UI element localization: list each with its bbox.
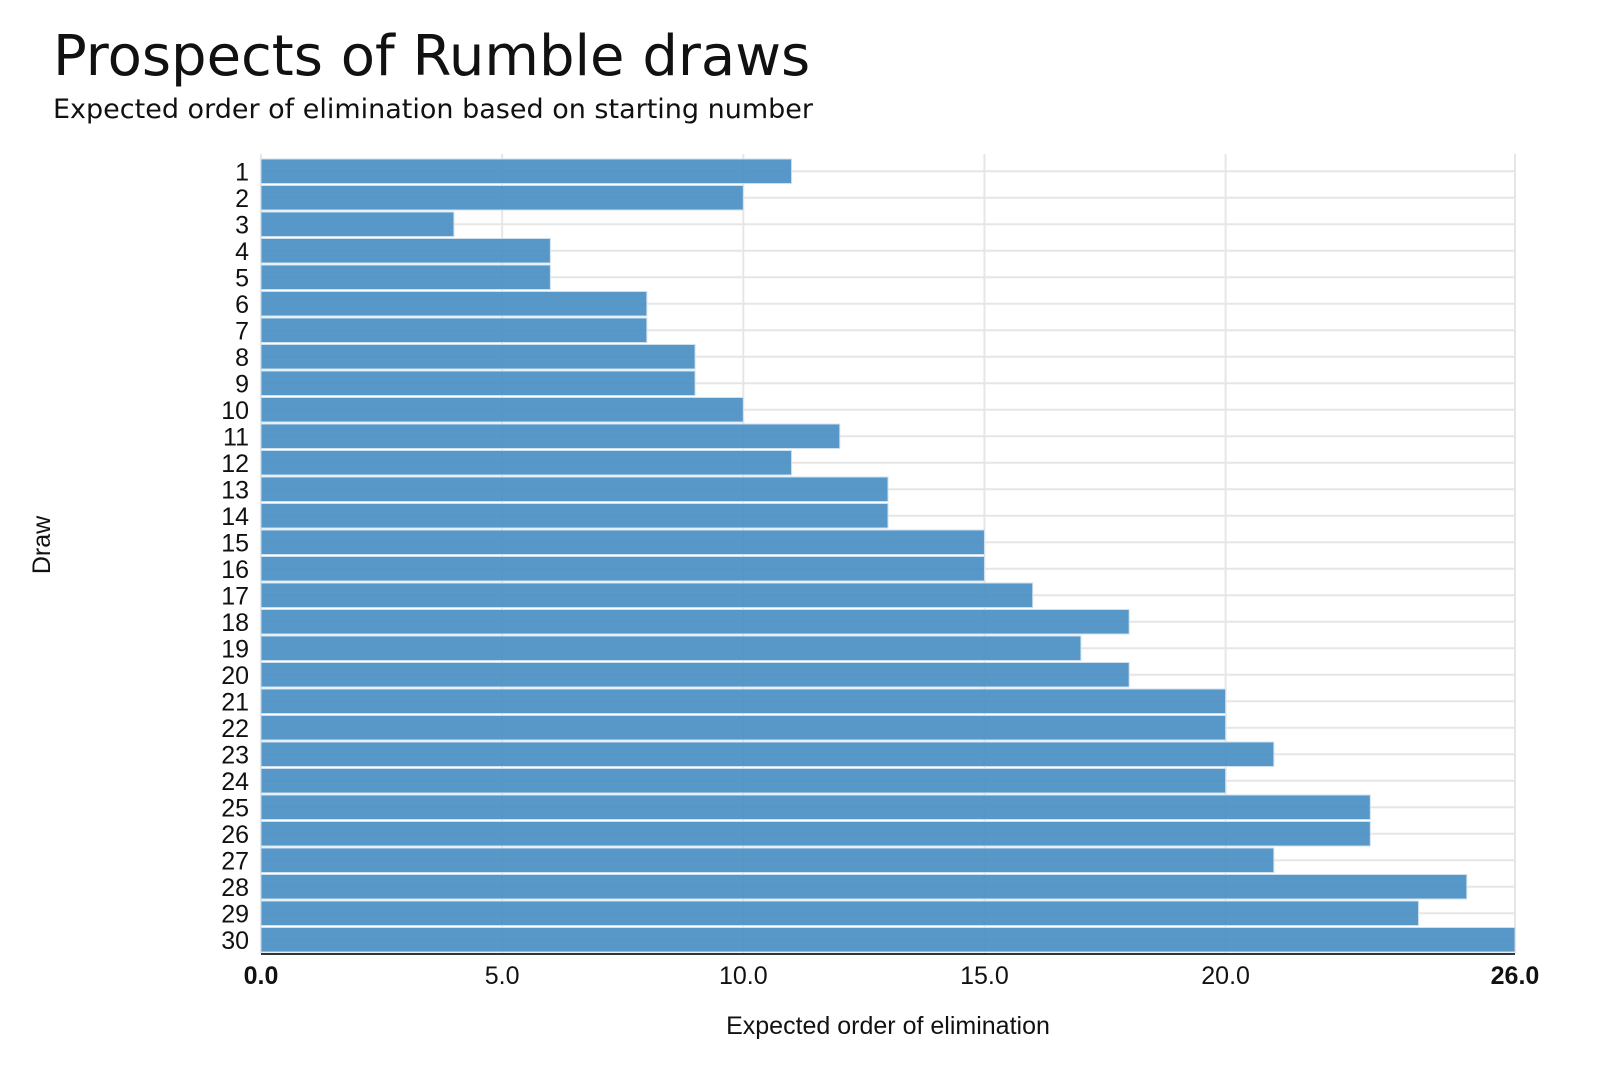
chart-title: Prospects of Rumble draws xyxy=(53,24,811,89)
y-tick-label: 1 xyxy=(235,158,249,186)
y-tick-label: 11 xyxy=(223,423,249,451)
y-tick-label: 19 xyxy=(221,635,249,663)
bar-draw-26 xyxy=(260,821,1371,847)
bar-draw-20 xyxy=(260,662,1130,688)
bar-draw-24 xyxy=(260,768,1227,794)
x-tick-labels: 0.0 5.0 10.0 15.0 20.0 26.0 xyxy=(244,962,1540,990)
bar-draw-8 xyxy=(260,344,696,370)
y-tick-label: 5 xyxy=(235,264,249,292)
bar-draw-5 xyxy=(260,264,551,290)
y-tick-label: 6 xyxy=(235,291,249,319)
bar-draw-30 xyxy=(260,927,1516,953)
x-tick-label: 26.0 xyxy=(1491,962,1540,990)
y-tick-label: 15 xyxy=(221,529,249,557)
bar-draw-29 xyxy=(260,900,1420,926)
bar-draw-7 xyxy=(260,317,648,343)
bars xyxy=(260,158,1516,953)
x-axis-label: Expected order of elimination xyxy=(726,1012,1050,1040)
bar-draw-6 xyxy=(260,291,648,317)
y-tick-label: 29 xyxy=(221,900,249,928)
y-tick-label: 8 xyxy=(235,344,249,372)
bar-draw-28 xyxy=(260,874,1468,900)
x-tick-label: 0.0 xyxy=(244,962,279,990)
bar-draw-22 xyxy=(260,715,1227,741)
y-tick-label: 18 xyxy=(221,609,249,637)
y-tick-label: 9 xyxy=(235,370,249,398)
bar-draw-19 xyxy=(260,635,1082,661)
bar-draw-1 xyxy=(260,158,793,184)
y-tick-label: 12 xyxy=(221,450,249,478)
y-tick-label: 17 xyxy=(221,582,249,610)
y-tick-labels: 1234567891011121314151617181920212223242… xyxy=(221,158,249,955)
bar-draw-21 xyxy=(260,688,1227,714)
bar-draw-14 xyxy=(260,503,889,529)
y-tick-label: 26 xyxy=(221,821,249,849)
y-tick-label: 21 xyxy=(221,688,249,716)
y-axis-label: Draw xyxy=(28,515,56,574)
y-tick-label: 28 xyxy=(221,874,249,902)
y-tick-label: 3 xyxy=(235,211,249,239)
x-tick-label: 10.0 xyxy=(719,962,768,990)
y-tick-label: 7 xyxy=(235,317,249,345)
y-tick-label: 13 xyxy=(221,476,249,504)
bar-draw-2 xyxy=(260,185,744,211)
y-tick-label: 25 xyxy=(221,794,249,822)
bar-draw-27 xyxy=(260,847,1275,873)
bar-draw-13 xyxy=(260,476,889,502)
bar-draw-11 xyxy=(260,423,841,449)
y-tick-label: 20 xyxy=(221,662,249,690)
y-tick-label: 10 xyxy=(221,397,249,425)
y-tick-label: 14 xyxy=(221,503,249,531)
y-tick-label: 27 xyxy=(221,847,249,875)
bar-draw-10 xyxy=(260,397,744,423)
bar-draw-16 xyxy=(260,556,985,582)
y-tick-label: 22 xyxy=(221,715,249,743)
chart-subtitle: Expected order of elimination based on s… xyxy=(53,94,814,125)
x-tick-label: 5.0 xyxy=(485,962,520,990)
bar-draw-3 xyxy=(260,211,455,237)
x-tick-label: 20.0 xyxy=(1201,962,1250,990)
y-tick-label: 4 xyxy=(235,238,249,266)
bar-draw-15 xyxy=(260,529,985,555)
bar-draw-12 xyxy=(260,450,793,476)
y-tick-label: 23 xyxy=(221,741,249,769)
x-tick-label: 15.0 xyxy=(960,962,1009,990)
bar-draw-17 xyxy=(260,582,1034,608)
y-tick-label: 2 xyxy=(235,185,249,213)
y-tick-label: 30 xyxy=(221,927,249,955)
y-tick-label: 16 xyxy=(221,556,249,584)
bar-draw-9 xyxy=(260,370,696,396)
bar-draw-4 xyxy=(260,238,551,264)
y-tick-label: 24 xyxy=(221,768,249,796)
bar-draw-18 xyxy=(260,609,1130,635)
bar-draw-23 xyxy=(260,741,1275,767)
bar-draw-25 xyxy=(260,794,1371,820)
